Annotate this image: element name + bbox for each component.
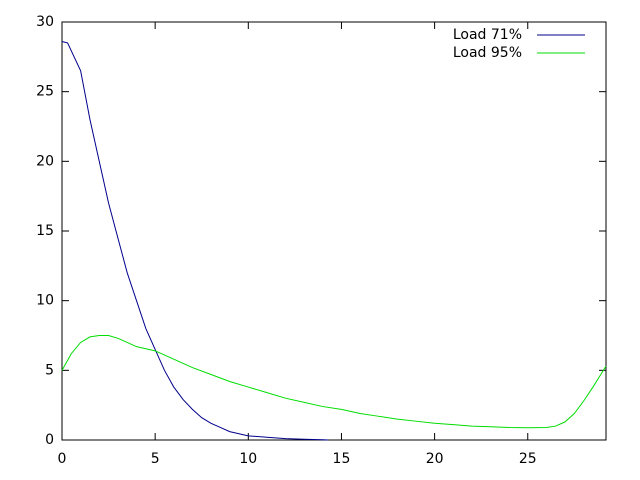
y-tick-label: 10 <box>36 293 54 309</box>
x-tick-label: 5 <box>151 451 160 467</box>
y-tick-label: 5 <box>45 362 54 378</box>
y-tick-label: 25 <box>36 84 54 100</box>
y-tick-label: 20 <box>36 153 54 169</box>
legend-label: Load 95% <box>453 45 522 61</box>
y-tick-label: 30 <box>36 14 54 30</box>
series-line <box>61 41 329 441</box>
series-line <box>61 335 607 429</box>
legend-label: Load 71% <box>453 27 522 43</box>
x-tick-label: 20 <box>426 451 444 467</box>
x-tick-label: 0 <box>58 451 67 467</box>
y-tick-label: 15 <box>36 223 54 239</box>
y-tick-label: 0 <box>45 432 54 448</box>
x-tick-label: 15 <box>333 451 351 467</box>
x-tick-label: 10 <box>239 451 257 467</box>
x-tick-label: 25 <box>519 451 537 467</box>
plot-frame <box>61 21 607 441</box>
